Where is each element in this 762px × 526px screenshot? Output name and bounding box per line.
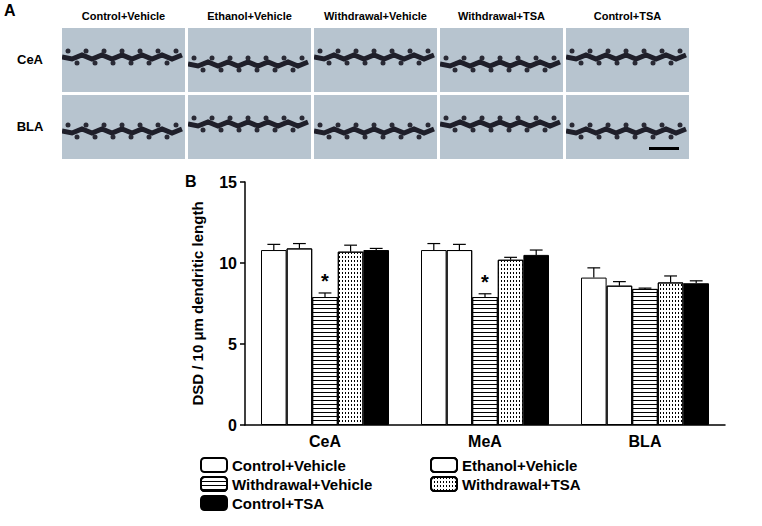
- html-text:Withdrawal+Vehicle: Withdrawal+Vehicle: [324, 10, 427, 22]
- svg-text:Control+Vehicle: Control+Vehicle: [232, 457, 346, 474]
- svg-text:CeA: CeA: [309, 433, 341, 450]
- svg-text:Withdrawal+TSA: Withdrawal+TSA: [462, 476, 581, 493]
- svg-text:*: *: [321, 270, 329, 292]
- svg-text:10: 10: [219, 255, 237, 272]
- svg-text:0: 0: [228, 417, 237, 434]
- svg-text:15: 15: [219, 174, 237, 191]
- svg-text:B: B: [185, 173, 197, 190]
- html-text:Ethanol+Vehicle: Ethanol+Vehicle: [207, 10, 292, 22]
- html-text:A: A: [4, 2, 16, 19]
- html-text:BLA: BLA: [16, 119, 44, 134]
- svg-text:*: *: [481, 271, 489, 293]
- svg-text:5: 5: [228, 336, 237, 353]
- svg-text:Ethanol+Vehicle: Ethanol+Vehicle: [462, 457, 577, 474]
- svg-text:MeA: MeA: [468, 433, 502, 450]
- html-text:Control+TSA: Control+TSA: [593, 10, 662, 22]
- html-text:CeA: CeA: [17, 52, 43, 67]
- svg-text:BLA: BLA: [629, 433, 662, 450]
- html-text:Withdrawal+TSA: Withdrawal+TSA: [458, 10, 545, 22]
- svg-text:Withdrawal+Vehicle: Withdrawal+Vehicle: [232, 476, 372, 493]
- html-text:Control+Vehicle: Control+Vehicle: [81, 10, 166, 22]
- svg-text:DSD / 10 μm dendritic length: DSD / 10 μm dendritic length: [189, 201, 206, 405]
- svg-text:Control+TSA: Control+TSA: [232, 495, 324, 512]
